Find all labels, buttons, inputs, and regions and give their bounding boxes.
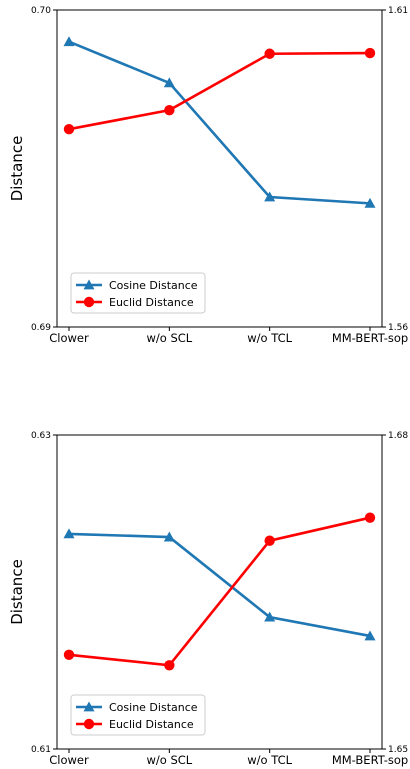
legend-box	[70, 272, 206, 314]
x-tick-label: MM-BERT-sop	[332, 331, 408, 345]
cosine-distance-point	[364, 630, 376, 641]
euclid-distance-point	[264, 535, 275, 546]
euclid-distance-point	[364, 47, 376, 59]
y-axis-label: Distance	[8, 559, 26, 625]
chart-panel-2: 0.61 0.63 1.65 1.68 Clower w/o SCL w/o TCL MM-B…	[8, 431, 408, 767]
euclid-distance-point	[164, 660, 175, 671]
right-tick-label: 1.61	[388, 6, 408, 16]
cosine-distance-point	[264, 191, 276, 202]
cosine-distance-legend-marker	[83, 701, 95, 712]
right-tick-label: 1.56	[388, 323, 408, 333]
x-tick-label: w/o TCL	[247, 331, 292, 345]
euclid-distance-point	[164, 104, 175, 116]
plot-frame	[56, 9, 383, 328]
cosine-distance-point	[163, 77, 175, 88]
euclid-distance-line	[68, 51, 371, 131]
right-tick-label: 1.68	[388, 431, 408, 441]
euclid-distance-line	[68, 516, 371, 667]
x-tick-label: w/o SCL	[146, 331, 192, 345]
euclid-distance-point	[264, 48, 275, 59]
x-tick-label: MM-BERT-sop	[332, 753, 408, 767]
cosine-distance-point	[264, 611, 276, 622]
left-tick-label: 0.70	[31, 6, 51, 16]
euclid-distance-legend-marker	[83, 296, 95, 308]
y-axis-label: Distance	[8, 136, 26, 202]
euclid-distance-legend-marker	[83, 718, 95, 730]
cosine-distance-point	[163, 531, 175, 542]
cosine-distance-line	[68, 40, 371, 205]
cosine-distance-point	[364, 197, 376, 208]
right-tick-label: 1.65	[388, 745, 408, 755]
x-tick-label: w/o TCL	[247, 753, 292, 767]
x-tick-label: Clower	[49, 331, 89, 345]
euclid-distance-legend-label: Euclid Distance	[109, 296, 194, 309]
euclid-distance-point	[364, 512, 376, 523]
euclid-distance-legend-label: Euclid Distance	[109, 718, 194, 731]
cosine-distance-line	[68, 532, 371, 638]
x-tick-label: Clower	[49, 753, 89, 767]
cosine-distance-legend-label: Cosine Distance	[109, 279, 198, 292]
cosine-distance-legend-label: Cosine Distance	[109, 701, 198, 714]
euclid-distance-point	[63, 649, 75, 660]
euclid-distance-point	[63, 123, 75, 135]
left-tick-label: 0.61	[31, 745, 51, 755]
cosine-distance-point	[63, 36, 75, 47]
chart-panel-1: 0.69 0.70 1.56 1.61 Clower w/o SCL w/o TCL MM-B…	[8, 6, 408, 345]
plot-frame	[56, 434, 383, 750]
left-tick-label: 0.63	[31, 431, 51, 441]
cosine-distance-legend-marker	[83, 279, 95, 290]
legend-box	[70, 694, 206, 736]
x-tick-label: w/o SCL	[146, 753, 192, 767]
cosine-distance-point	[63, 528, 75, 539]
left-tick-label: 0.69	[31, 323, 51, 333]
